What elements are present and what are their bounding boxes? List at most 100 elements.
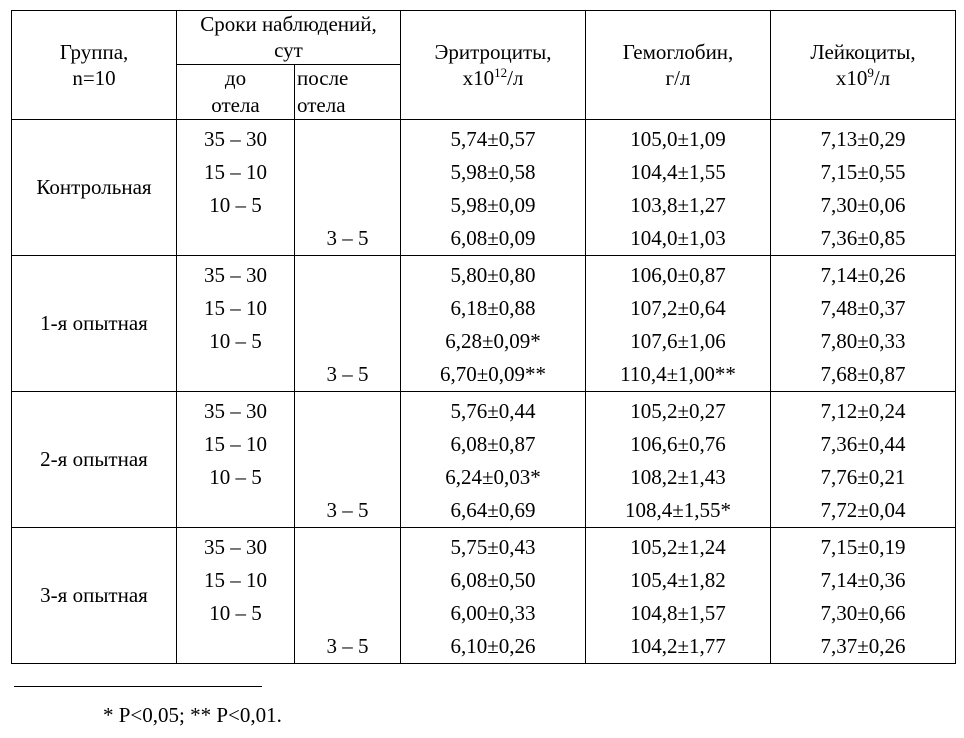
- table-row: 10 – 5 5,98±0,09 103,8±1,27 7,30±0,06: [12, 189, 956, 222]
- cell-leukocytes: 7,36±0,44: [770, 428, 956, 461]
- table-row: 3 – 5 6,70±0,09** 110,4±1,00** 7,68±0,87: [12, 358, 956, 392]
- cell-hemoglobin: 110,4±1,00**: [585, 358, 771, 392]
- cell-before: [176, 222, 295, 256]
- cell-leukocytes: 7,80±0,33: [770, 325, 956, 358]
- cell-after: [294, 119, 401, 156]
- table-row: 2-я опытная 35 – 30 5,76±0,44 105,2±0,27 7,1…: [11, 391, 956, 528]
- header-ery-sup: 12: [494, 65, 508, 80]
- cell-erythrocytes: 5,74±0,57: [400, 119, 586, 156]
- group-name: Контрольная: [11, 119, 177, 256]
- cell-hemoglobin: 104,4±1,55: [585, 156, 771, 189]
- cell-leukocytes: 7,48±0,37: [770, 292, 956, 325]
- cell-erythrocytes: 6,28±0,09*: [400, 325, 586, 358]
- cell-erythrocytes: 6,00±0,33: [400, 597, 586, 630]
- header-group-line2: n=10: [72, 66, 116, 90]
- header-group: Группа, n=10: [11, 10, 177, 120]
- cell-after: [294, 156, 401, 189]
- cell-after: [294, 597, 401, 630]
- header-hgb-line2: г/л: [665, 66, 691, 90]
- cell-hemoglobin: 105,2±1,24: [585, 527, 771, 564]
- cell-hemoglobin: 105,4±1,82: [585, 564, 771, 597]
- header-ery-pre: х10: [462, 66, 495, 90]
- cell-after: [294, 391, 401, 428]
- cell-before: [176, 358, 295, 392]
- cell-before: 35 – 30: [176, 527, 295, 564]
- cell-leukocytes: 7,36±0,85: [770, 222, 956, 256]
- group-block: 2-я опытная 35 – 30 5,76±0,44 105,2±0,27 7,1…: [11, 391, 956, 528]
- header-hgb-line1: Гемоглобин,: [622, 40, 734, 64]
- cell-hemoglobin: 105,0±1,09: [585, 119, 771, 156]
- table-row: 3 – 5 6,10±0,26 104,2±1,77 7,37±0,26: [12, 630, 956, 664]
- table-row: 3 – 5 6,08±0,09 104,0±1,03 7,36±0,85: [12, 222, 956, 256]
- header-before-calving: до отела: [176, 64, 295, 120]
- cell-erythrocytes: 5,75±0,43: [400, 527, 586, 564]
- cell-after: 3 – 5: [294, 222, 401, 256]
- header-after-line2: отела: [297, 93, 346, 117]
- blood-indices-table: Группа, n=10 Сроки наблюдений, сут Эритр…: [11, 10, 956, 664]
- cell-before: 15 – 10: [176, 292, 295, 325]
- cell-after: 3 – 5: [294, 494, 401, 528]
- cell-after: [294, 527, 401, 564]
- cell-leukocytes: 7,37±0,26: [770, 630, 956, 664]
- header-leukocytes: Лейкоциты, х109/л: [770, 10, 956, 120]
- cell-hemoglobin: 104,8±1,57: [585, 597, 771, 630]
- cell-hemoglobin: 108,2±1,43: [585, 461, 771, 494]
- table-row: 15 – 10 5,98±0,58 104,4±1,55 7,15±0,55: [12, 156, 956, 189]
- cell-before: 35 – 30: [176, 119, 295, 156]
- cell-hemoglobin: 105,2±0,27: [585, 391, 771, 428]
- table-row: 15 – 10 6,08±0,87 106,6±0,76 7,36±0,44: [12, 428, 956, 461]
- table-row: 10 – 5 6,28±0,09* 107,6±1,06 7,80±0,33: [12, 325, 956, 358]
- cell-after: [294, 292, 401, 325]
- cell-leukocytes: 7,30±0,66: [770, 597, 956, 630]
- cell-leukocytes: 7,68±0,87: [770, 358, 956, 392]
- cell-before: 15 – 10: [176, 156, 295, 189]
- table-row: 3 – 5 6,64±0,69 108,4±1,55* 7,72±0,04: [12, 494, 956, 528]
- cell-hemoglobin: 104,0±1,03: [585, 222, 771, 256]
- cell-hemoglobin: 106,6±0,76: [585, 428, 771, 461]
- header-period: Сроки наблюдений, сут: [176, 10, 401, 65]
- cell-leukocytes: 7,72±0,04: [770, 494, 956, 528]
- table-row: 15 – 10 6,08±0,50 105,4±1,82 7,14±0,36: [12, 564, 956, 597]
- table-row: 1-я опытная 35 – 30 5,80±0,80 106,0±0,87 7,1…: [11, 255, 956, 392]
- table-row: 10 – 5 6,24±0,03* 108,2±1,43 7,76±0,21: [12, 461, 956, 494]
- header-leu-line1: Лейкоциты,: [810, 40, 916, 64]
- cell-leukocytes: 7,15±0,19: [770, 527, 956, 564]
- cell-after: [294, 564, 401, 597]
- cell-after: [294, 461, 401, 494]
- header-leu-unit: х109/л: [771, 65, 955, 91]
- cell-after: [294, 325, 401, 358]
- cell-after: [294, 189, 401, 222]
- cell-erythrocytes: 6,64±0,69: [400, 494, 586, 528]
- cell-before: 15 – 10: [176, 428, 295, 461]
- cell-erythrocytes: 6,18±0,88: [400, 292, 586, 325]
- cell-before: 35 – 30: [176, 391, 295, 428]
- header-ery-unit: х1012/л: [401, 65, 585, 91]
- cell-leukocytes: 7,15±0,55: [770, 156, 956, 189]
- cell-leukocytes: 7,13±0,29: [770, 119, 956, 156]
- group-block: 3-я опытная 35 – 30 5,75±0,43 105,2±1,24 7,1…: [11, 527, 956, 664]
- cell-leukocytes: 7,14±0,36: [770, 564, 956, 597]
- cell-after: 3 – 5: [294, 358, 401, 392]
- cell-erythrocytes: 5,76±0,44: [400, 391, 586, 428]
- header-before-line2: отела: [211, 93, 260, 117]
- cell-before: 10 – 5: [176, 597, 295, 630]
- cell-before: [176, 494, 295, 528]
- footnote-divider: [14, 686, 262, 687]
- table-header: Группа, n=10 Сроки наблюдений, сут Эритр…: [11, 10, 956, 120]
- header-hemoglobin: Гемоглобин, г/л: [585, 10, 771, 120]
- header-group-line1: Группа,: [59, 40, 129, 64]
- cell-erythrocytes: 5,98±0,58: [400, 156, 586, 189]
- cell-hemoglobin: 103,8±1,27: [585, 189, 771, 222]
- header-leu-pre: х10: [835, 66, 868, 90]
- cell-after: 3 – 5: [294, 630, 401, 664]
- cell-hemoglobin: 106,0±0,87: [585, 255, 771, 292]
- group-name: 2-я опытная: [11, 391, 177, 528]
- cell-hemoglobin: 108,4±1,55*: [585, 494, 771, 528]
- table-row: 15 – 10 6,18±0,88 107,2±0,64 7,48±0,37: [12, 292, 956, 325]
- cell-before: 10 – 5: [176, 461, 295, 494]
- cell-before: 15 – 10: [176, 564, 295, 597]
- cell-erythrocytes: 6,24±0,03*: [400, 461, 586, 494]
- cell-erythrocytes: 6,10±0,26: [400, 630, 586, 664]
- group-name: 1-я опытная: [11, 255, 177, 392]
- cell-after: [294, 255, 401, 292]
